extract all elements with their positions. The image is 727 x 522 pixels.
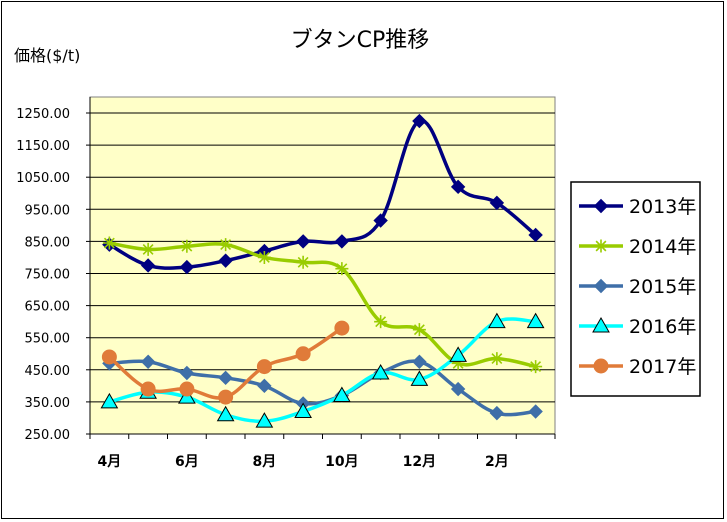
data-point bbox=[216, 405, 235, 422]
y-tick-label: 450.00 bbox=[25, 364, 71, 379]
data-point bbox=[295, 234, 311, 249]
data-point bbox=[373, 213, 388, 228]
data-point bbox=[526, 312, 545, 329]
data-point bbox=[371, 364, 390, 380]
data-point bbox=[449, 346, 467, 362]
legend: 2013年 2014年 2015年 2016年 2017年 bbox=[570, 181, 701, 397]
data-point bbox=[180, 239, 194, 253]
data-point bbox=[179, 259, 195, 275]
data-point bbox=[100, 392, 119, 409]
legend-marker bbox=[594, 239, 608, 253]
data-point bbox=[334, 234, 350, 249]
y-tick-label: 550.00 bbox=[25, 332, 71, 347]
y-tick-label: 950.00 bbox=[25, 203, 71, 218]
data-point bbox=[528, 227, 543, 243]
y-tick-label: 850.00 bbox=[25, 235, 71, 250]
legend-marker bbox=[593, 278, 609, 294]
data-point bbox=[294, 402, 312, 419]
data-point bbox=[140, 354, 156, 369]
data-point bbox=[410, 370, 429, 386]
data-point bbox=[489, 405, 505, 421]
data-point bbox=[179, 365, 195, 381]
data-point bbox=[335, 262, 349, 276]
x-tick-label: 8月 bbox=[253, 454, 277, 470]
x-tick-label: 2月 bbox=[485, 454, 509, 470]
data-point bbox=[219, 238, 233, 252]
legend-label: 2014年 bbox=[629, 236, 696, 258]
data-point bbox=[412, 323, 426, 337]
data-point bbox=[102, 236, 116, 250]
data-point bbox=[451, 356, 465, 370]
legend-label: 2016年 bbox=[629, 316, 696, 338]
y-tick-label: 650.00 bbox=[25, 300, 71, 315]
data-point bbox=[218, 370, 233, 386]
y-tick-label: 1250.00 bbox=[16, 107, 70, 122]
data-point bbox=[450, 179, 466, 195]
data-point bbox=[490, 352, 504, 366]
y-tick-label: 750.00 bbox=[25, 268, 71, 283]
data-point bbox=[333, 386, 351, 402]
chart-title: ブタンCP推移 bbox=[291, 28, 430, 53]
legend-label: 2015年 bbox=[629, 276, 696, 298]
data-point bbox=[101, 349, 117, 365]
plot-area: 250.00 350.00 450.00 550.00 650.00 750.00 850.… bbox=[16, 96, 556, 470]
plot-background bbox=[89, 96, 556, 435]
legend-label: 2017年 bbox=[629, 356, 696, 378]
x-tick-label: 10月 bbox=[325, 454, 358, 470]
legend-label: 2013年 bbox=[629, 196, 696, 218]
y-tick-label: 250.00 bbox=[25, 428, 71, 443]
legend-box bbox=[570, 181, 701, 397]
legend-marker bbox=[593, 358, 609, 374]
y-axis-label: 価格($/t) bbox=[14, 46, 80, 65]
x-tick-label: 12月 bbox=[403, 454, 436, 470]
legend-marker bbox=[593, 198, 609, 214]
data-point bbox=[295, 346, 311, 362]
data-point bbox=[257, 250, 271, 264]
data-point bbox=[488, 312, 506, 329]
data-point bbox=[140, 381, 156, 397]
data-point bbox=[450, 381, 466, 397]
data-point bbox=[296, 255, 310, 269]
data-point bbox=[412, 354, 427, 369]
y-tick-label: 1050.00 bbox=[16, 171, 70, 186]
data-point bbox=[489, 195, 505, 211]
data-point bbox=[140, 258, 156, 273]
data-point bbox=[257, 378, 272, 394]
legend-marker bbox=[592, 316, 610, 333]
data-point bbox=[374, 315, 388, 329]
data-point bbox=[528, 404, 543, 419]
data-point bbox=[218, 253, 233, 268]
data-point bbox=[255, 412, 274, 428]
data-point bbox=[141, 242, 155, 256]
data-point bbox=[412, 113, 427, 129]
x-tick-label: 6月 bbox=[175, 454, 199, 470]
data-point bbox=[334, 320, 350, 336]
data-point bbox=[218, 389, 234, 405]
y-tick-label: 1150.00 bbox=[16, 139, 70, 154]
data-point bbox=[529, 360, 543, 374]
data-point bbox=[179, 381, 195, 397]
data-point bbox=[256, 359, 272, 375]
y-tick-label: 350.00 bbox=[25, 396, 71, 411]
x-tick-label: 4月 bbox=[98, 454, 122, 470]
